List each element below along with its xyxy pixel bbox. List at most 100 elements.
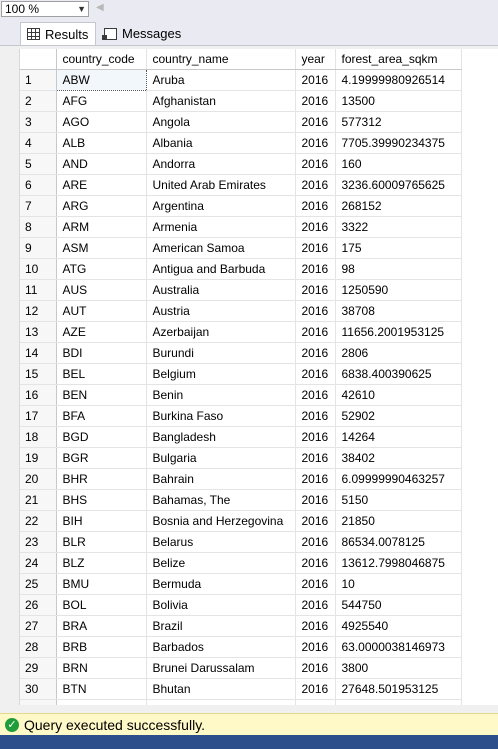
table-cell[interactable]: AUT [56, 300, 147, 322]
table-cell[interactable]: ALB [56, 132, 147, 154]
row-number[interactable]: 27 [20, 615, 57, 637]
table-row[interactable]: 13 AZE Azerbaijan 2016 11656.2001953125 [20, 321, 462, 343]
table-cell[interactable]: 2016 [295, 363, 336, 385]
table-cell[interactable]: 11656.2001953125 [335, 321, 462, 343]
table-cell[interactable]: 2016 [295, 174, 336, 196]
row-number[interactable]: 25 [20, 573, 57, 595]
table-row[interactable]: 18 BGD Bangladesh 2016 14264 [20, 426, 462, 448]
table-cell[interactable]: Bermuda [146, 573, 296, 595]
column-header[interactable]: year [295, 49, 336, 70]
table-cell[interactable]: 38708 [335, 300, 462, 322]
table-cell[interactable]: Belgium [146, 363, 296, 385]
table-row[interactable]: 14 BDI Burundi 2016 2806 [20, 342, 462, 364]
table-cell[interactable]: 2016 [295, 321, 336, 343]
table-row[interactable]: 17 BFA Burkina Faso 2016 52902 [20, 405, 462, 427]
table-cell[interactable]: 2016 [295, 426, 336, 448]
table-cell[interactable]: ARM [56, 216, 147, 238]
table-row[interactable]: 22 BIH Bosnia and Herzegovina 2016 21850 [20, 510, 462, 532]
table-cell[interactable]: 2016 [295, 552, 336, 574]
table-cell[interactable]: 2016 [295, 447, 336, 469]
table-cell[interactable]: 2016 [295, 279, 336, 301]
table-cell[interactable]: AZE [56, 321, 147, 343]
table-cell[interactable]: 2016 [295, 258, 336, 280]
table-cell[interactable]: BDI [56, 342, 147, 364]
table-cell[interactable]: 5150 [335, 489, 462, 511]
row-number[interactable]: 19 [20, 447, 57, 469]
table-cell[interactable]: 2016 [295, 384, 336, 406]
table-cell[interactable]: Austria [146, 300, 296, 322]
table-cell[interactable]: Antigua and Barbuda [146, 258, 296, 280]
table-cell[interactable]: 2016 [295, 615, 336, 637]
table-cell[interactable]: 2016 [295, 195, 336, 217]
table-cell[interactable]: 98 [335, 258, 462, 280]
row-number[interactable]: 31 [20, 699, 57, 705]
table-cell[interactable]: 2016 [295, 90, 336, 112]
table-row[interactable]: 25 BMU Bermuda 2016 10 [20, 573, 462, 595]
table-cell[interactable]: 2016 [295, 678, 336, 700]
table-cell[interactable]: 6838.400390625 [335, 363, 462, 385]
table-cell[interactable]: Bosnia and Herzegovina [146, 510, 296, 532]
table-cell[interactable]: Argentina [146, 195, 296, 217]
row-number[interactable]: 10 [20, 258, 57, 280]
table-row[interactable]: 19 BGR Bulgaria 2016 38402 [20, 447, 462, 469]
row-number[interactable]: 2 [20, 90, 57, 112]
table-cell[interactable]: Albania [146, 132, 296, 154]
table-cell[interactable]: Aruba [146, 69, 296, 91]
table-cell[interactable]: BOL [56, 594, 147, 616]
table-row[interactable]: 24 BLZ Belize 2016 13612.7998046875 [20, 552, 462, 574]
table-cell[interactable]: AGO [56, 111, 147, 133]
row-number[interactable]: 6 [20, 174, 57, 196]
row-number[interactable]: 12 [20, 300, 57, 322]
table-cell[interactable]: BGD [56, 426, 147, 448]
table-cell[interactable]: BIH [56, 510, 147, 532]
row-number[interactable]: 23 [20, 531, 57, 553]
row-number[interactable]: 21 [20, 489, 57, 511]
table-cell[interactable]: 38402 [335, 447, 462, 469]
table-cell[interactable]: Bangladesh [146, 426, 296, 448]
table-cell[interactable]: 577312 [335, 111, 462, 133]
column-header[interactable]: country_name [146, 49, 296, 70]
table-cell[interactable]: Belize [146, 552, 296, 574]
table-row[interactable]: 4 ALB Albania 2016 7705.39990234375 [20, 132, 462, 154]
table-cell[interactable]: 13500 [335, 90, 462, 112]
table-cell[interactable]: BHR [56, 468, 147, 490]
table-cell[interactable]: 52902 [335, 405, 462, 427]
table-cell[interactable]: BRB [56, 636, 147, 658]
row-number[interactable]: 20 [20, 468, 57, 490]
table-cell[interactable]: Burundi [146, 342, 296, 364]
table-row[interactable]: 12 AUT Austria 2016 38708 [20, 300, 462, 322]
row-number[interactable]: 30 [20, 678, 57, 700]
table-cell[interactable]: 2016 [295, 342, 336, 364]
row-number[interactable]: 8 [20, 216, 57, 238]
row-number[interactable]: 26 [20, 594, 57, 616]
table-row[interactable]: 6 ARE United Arab Emirates 2016 3236.6000976… [20, 174, 462, 196]
row-number[interactable]: 1 [20, 69, 57, 91]
table-cell[interactable]: Afghanistan [146, 90, 296, 112]
results-grid[interactable]: country_code country_name year forest_ar… [19, 49, 498, 705]
table-row[interactable]: 30 BTN Bhutan 2016 27648.501953125 [20, 678, 462, 700]
table-row[interactable]: 31BWABotswana2016107378 [20, 699, 462, 705]
table-cell[interactable]: 86534.0078125 [335, 531, 462, 553]
column-header[interactable]: country_code [56, 49, 147, 70]
table-cell[interactable]: BFA [56, 405, 147, 427]
table-cell[interactable]: Angola [146, 111, 296, 133]
table-cell[interactable]: BHS [56, 489, 147, 511]
row-number[interactable]: 13 [20, 321, 57, 343]
table-cell[interactable]: American Samoa [146, 237, 296, 259]
table-cell[interactable]: Andorra [146, 153, 296, 175]
table-cell[interactable]: Bolivia [146, 594, 296, 616]
table-cell[interactable]: 2016 [295, 300, 336, 322]
table-cell[interactable]: ATG [56, 258, 147, 280]
row-number[interactable]: 7 [20, 195, 57, 217]
table-cell[interactable]: BRN [56, 657, 147, 679]
row-number[interactable]: 29 [20, 657, 57, 679]
table-cell[interactable]: 2806 [335, 342, 462, 364]
table-cell[interactable]: Benin [146, 384, 296, 406]
table-cell[interactable]: BEN [56, 384, 147, 406]
table-cell[interactable]: 2016 [295, 489, 336, 511]
table-cell[interactable]: 2016 [295, 216, 336, 238]
table-cell[interactable]: 160 [335, 153, 462, 175]
table-cell[interactable]: 4925540 [335, 615, 462, 637]
table-cell[interactable]: Burkina Faso [146, 405, 296, 427]
tab-messages[interactable]: Messages [98, 22, 192, 45]
